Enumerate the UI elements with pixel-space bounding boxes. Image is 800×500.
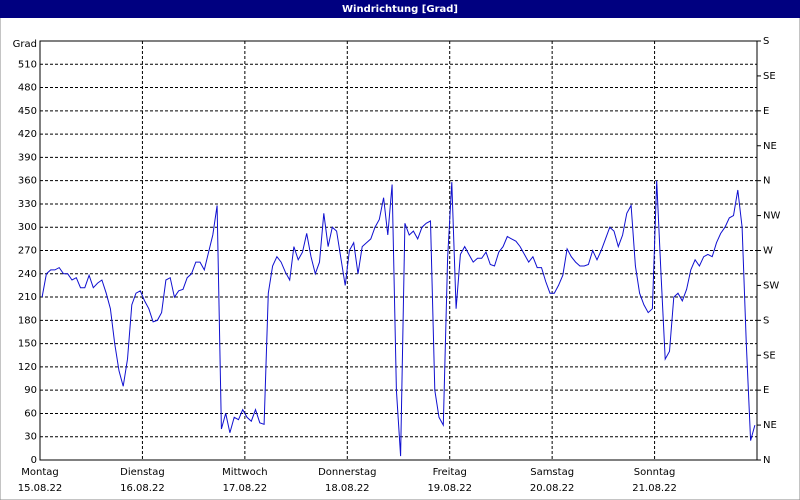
x-tick-label: Dienstag xyxy=(120,467,165,478)
y-tick-label: 210 xyxy=(18,292,37,303)
y-tick-label: 390 xyxy=(18,152,37,163)
y-tick-label: 300 xyxy=(18,222,37,233)
y-tick-label: 240 xyxy=(18,269,37,280)
y2-tick-label: NW xyxy=(763,211,780,222)
y-tick-label: 420 xyxy=(18,129,37,140)
x-tick-date: 20.08.22 xyxy=(530,483,575,494)
y2-tick-label: SW xyxy=(763,280,779,291)
y-tick-label: 150 xyxy=(18,339,37,350)
x-tick-date: 17.08.22 xyxy=(223,483,268,494)
x-tick-label: Samstag xyxy=(530,467,574,478)
x-tick-label: Montag xyxy=(21,467,58,478)
y-axis-label: Grad xyxy=(13,39,37,50)
y-tick-label: 0 xyxy=(31,455,37,466)
y2-tick-label: W xyxy=(763,246,773,257)
y2-tick-label: E xyxy=(763,385,769,396)
x-tick-date: 15.08.22 xyxy=(18,483,63,494)
x-tick-date: 19.08.22 xyxy=(427,483,472,494)
y2-tick-label: N xyxy=(763,455,770,466)
y2-tick-label: NE xyxy=(763,420,777,431)
y-tick-label: 30 xyxy=(24,432,37,443)
y-tick-label: 450 xyxy=(18,106,37,117)
x-tick-label: Mittwoch xyxy=(222,467,267,478)
y2-tick-label: S xyxy=(763,315,769,326)
data-line xyxy=(41,180,756,457)
title-bar xyxy=(0,0,800,18)
x-tick-label: Sonntag xyxy=(634,467,676,478)
y-tick-label: 480 xyxy=(18,83,37,94)
x-tick-date: 18.08.22 xyxy=(325,483,370,494)
chart-title: Windrichtung [Grad] xyxy=(342,4,458,15)
y2-tick-label: NE xyxy=(763,141,777,152)
x-tick-date: 21.08.22 xyxy=(632,483,677,494)
y2-tick-label: SE xyxy=(763,350,776,361)
x-tick-label: Donnerstag xyxy=(318,467,376,478)
y2-tick-label: N xyxy=(763,176,770,187)
y2-tick-label: S xyxy=(763,36,769,47)
y-tick-label: 180 xyxy=(18,315,37,326)
x-tick-label: Freitag xyxy=(433,467,467,478)
y-tick-label: 330 xyxy=(18,199,37,210)
y-tick-label: 510 xyxy=(18,59,37,70)
y2-tick-label: SE xyxy=(763,71,776,82)
x-tick-date: 16.08.22 xyxy=(120,483,165,494)
y-tick-label: 360 xyxy=(18,176,37,187)
plot-border xyxy=(39,40,758,461)
y-tick-label: 270 xyxy=(18,246,37,257)
y2-tick-label: E xyxy=(763,106,769,117)
y-tick-label: 120 xyxy=(18,362,37,373)
y-tick-label: 90 xyxy=(24,385,37,396)
y-tick-label: 60 xyxy=(24,408,37,419)
